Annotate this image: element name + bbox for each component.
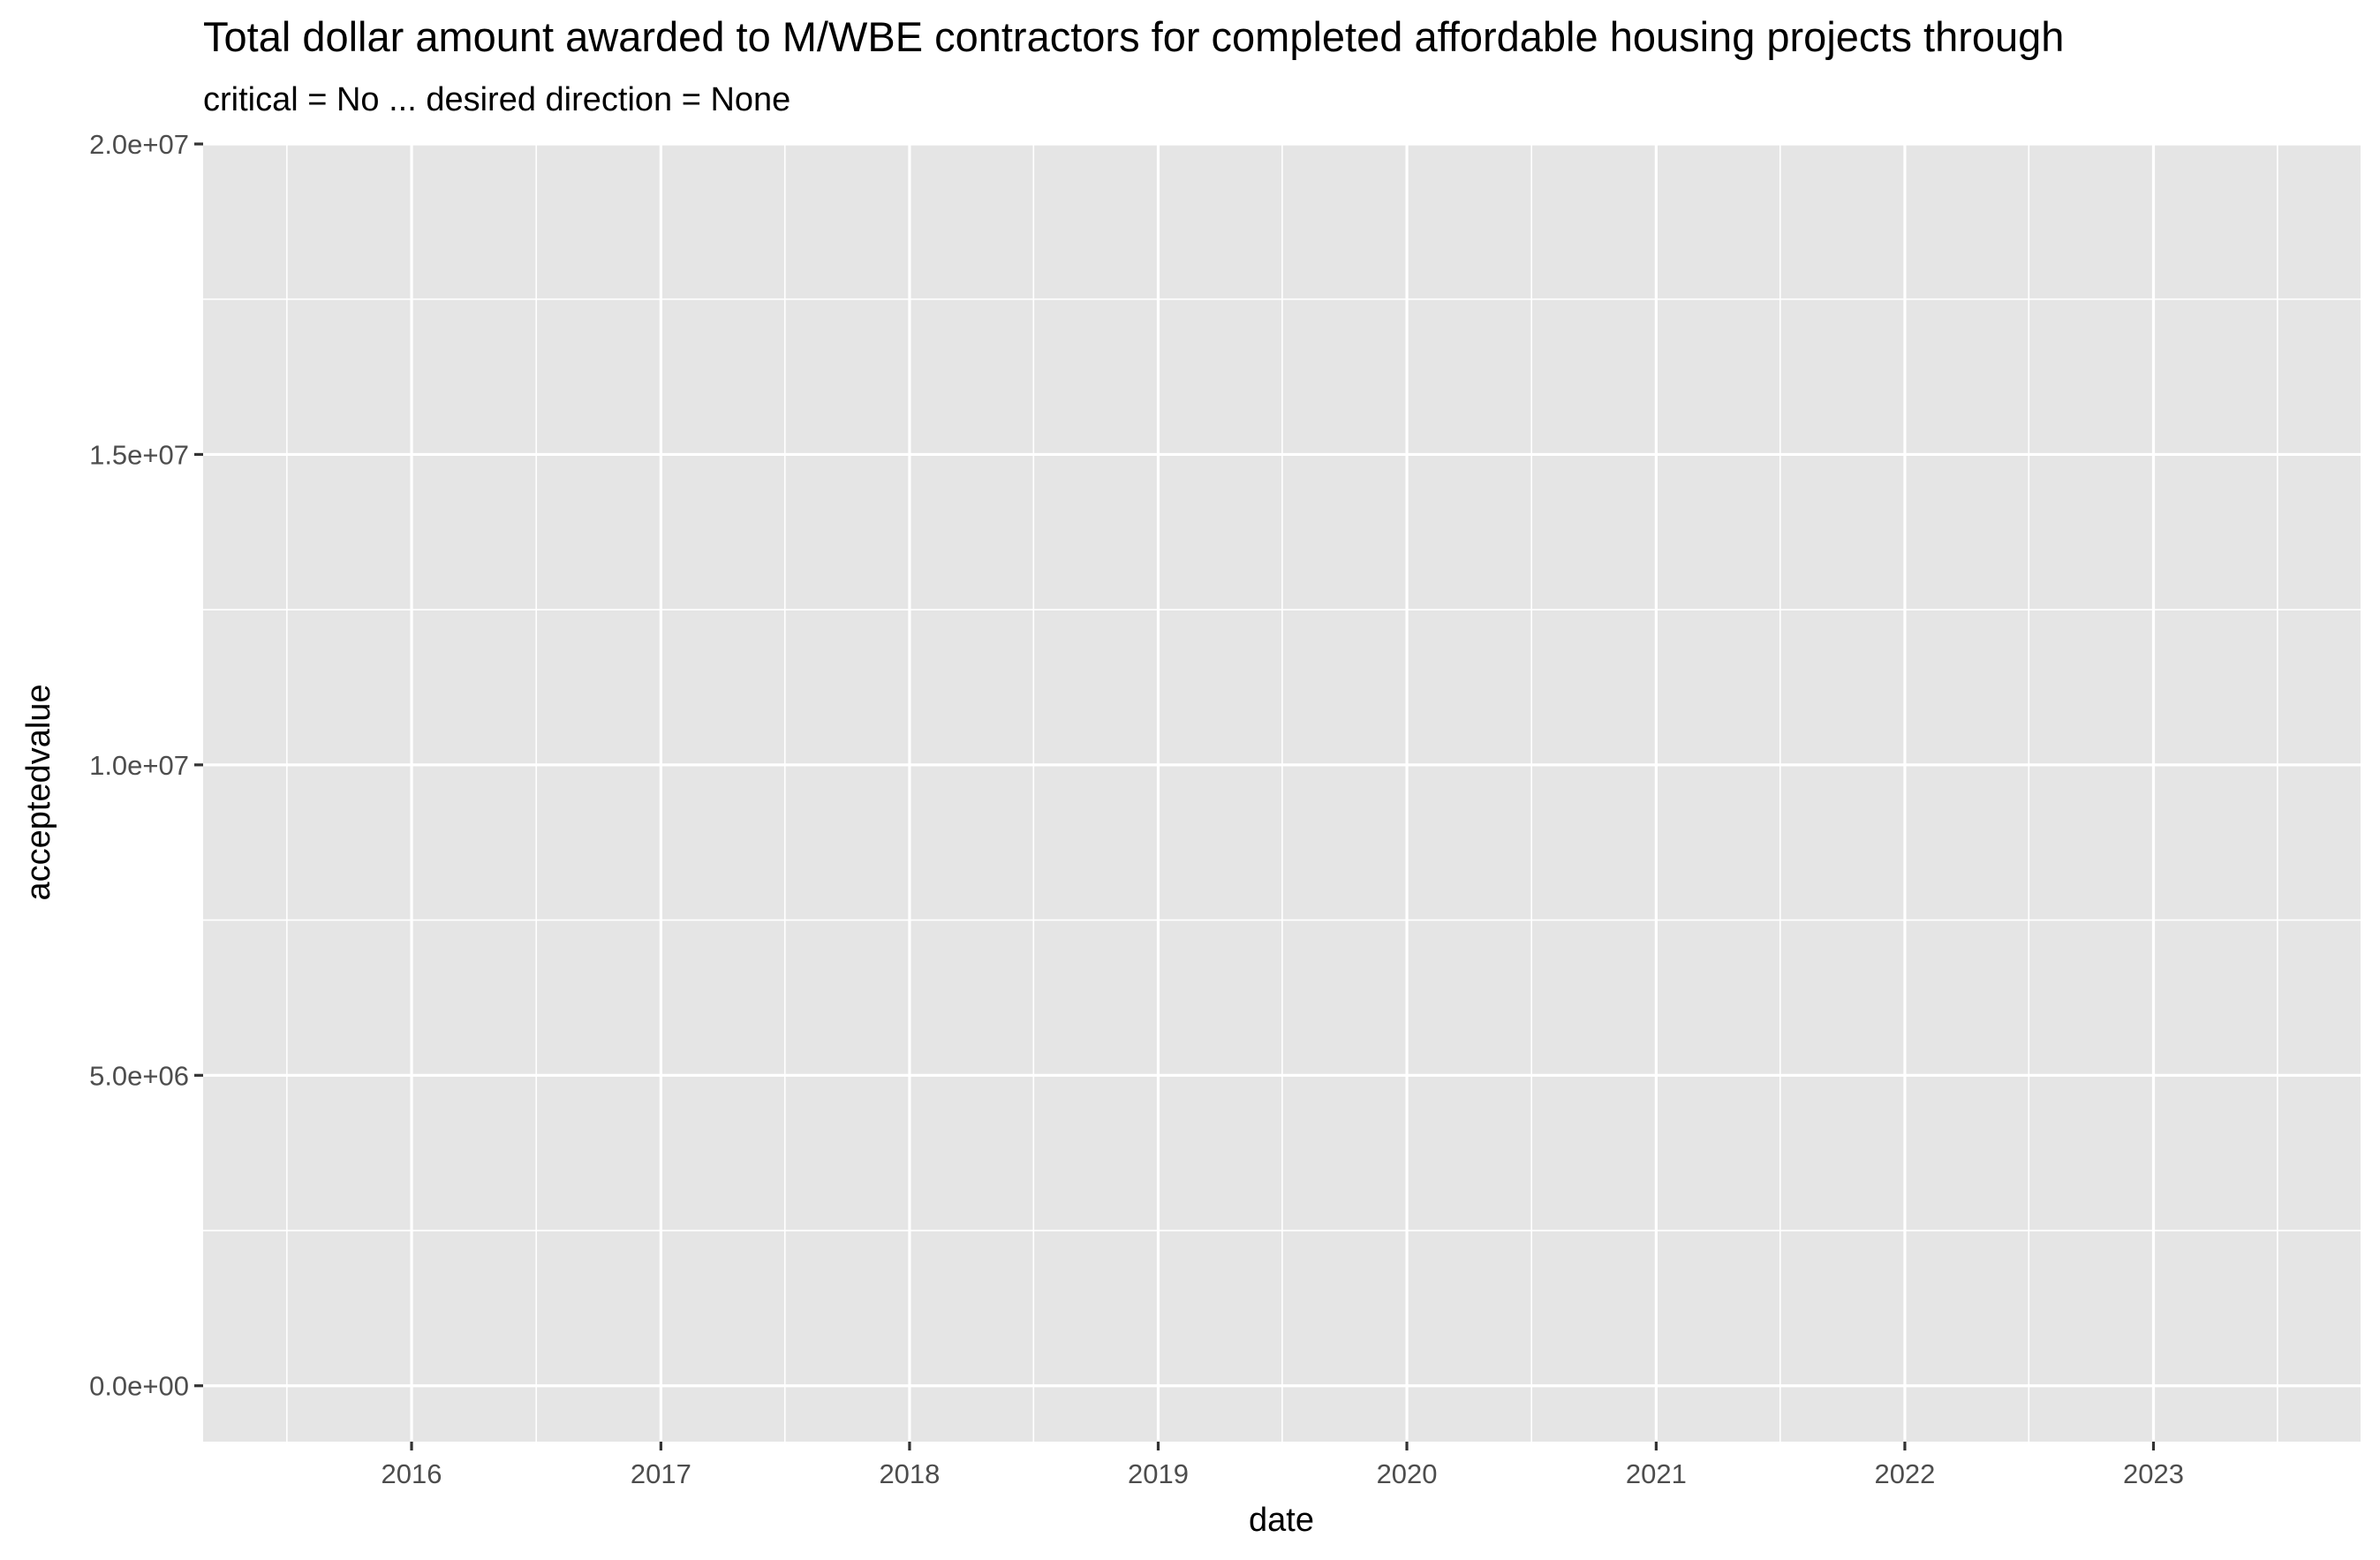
x-tick-label: 2017	[631, 1458, 691, 1489]
x-tick-label: 2022	[1874, 1458, 1935, 1489]
y-tick-label: 0.0e+00	[89, 1371, 189, 1402]
x-axis: 2016 2017 2018 2019 2020 2021 2022 2023	[382, 1442, 2184, 1489]
chart-title: Total dollar amount awarded to M/WBE con…	[203, 13, 2064, 60]
x-tick-label: 2018	[879, 1458, 940, 1489]
x-tick-label: 2021	[1626, 1458, 1687, 1489]
y-axis-title: acceptedvalue	[20, 684, 57, 900]
x-tick-label: 2020	[1377, 1458, 1438, 1489]
x-tick-label: 2023	[2123, 1458, 2184, 1489]
y-tick-label: 1.5e+07	[89, 439, 189, 470]
grid-minor-lines	[203, 144, 2361, 1442]
chart-subtitle: critical = No ... desired direction = No…	[203, 81, 790, 118]
x-tick-label: 2016	[382, 1458, 442, 1489]
x-axis-title: date	[1249, 1502, 1314, 1539]
y-tick-label: 5.0e+06	[89, 1060, 189, 1091]
x-tick-label: 2019	[1128, 1458, 1189, 1489]
y-tick-label: 1.0e+07	[89, 750, 189, 781]
grid-major-lines	[203, 142, 2361, 1442]
y-axis: 0.0e+00 5.0e+06 1.0e+07 1.5e+07 2.0e+07	[89, 129, 203, 1402]
y-tick-label: 2.0e+07	[89, 129, 189, 160]
